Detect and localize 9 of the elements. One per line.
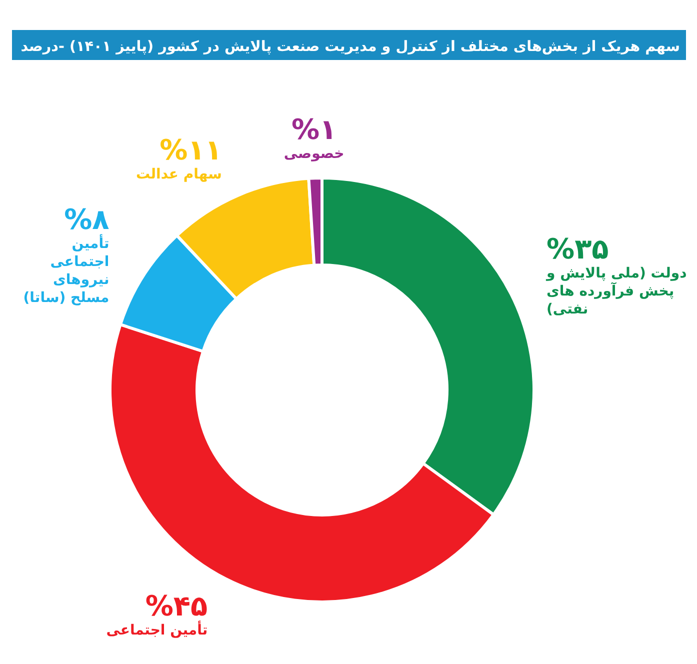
slice-label: دولت (ملی پالایش و پخش فرآورده های نفتی) <box>546 266 687 318</box>
slice-label: سهام عدالت <box>136 166 222 183</box>
data-label: %۳۵ <box>546 232 609 266</box>
slice-label: خصوصی <box>284 146 344 162</box>
data-label: %۱۱ <box>160 134 222 167</box>
chart-title: سهم هریک از بخش‌های مختلف از کنترل و مدیریت صنعت پالایش در کشور (پاییز ۱۴۰۱) -درصد <box>20 39 680 55</box>
data-label: %۱ <box>292 113 337 146</box>
slice-label: تأمین اجتماعی <box>106 620 208 639</box>
slice-label: تأمین اجتماعی نیروهای مسلح (ساتا) <box>23 234 110 306</box>
